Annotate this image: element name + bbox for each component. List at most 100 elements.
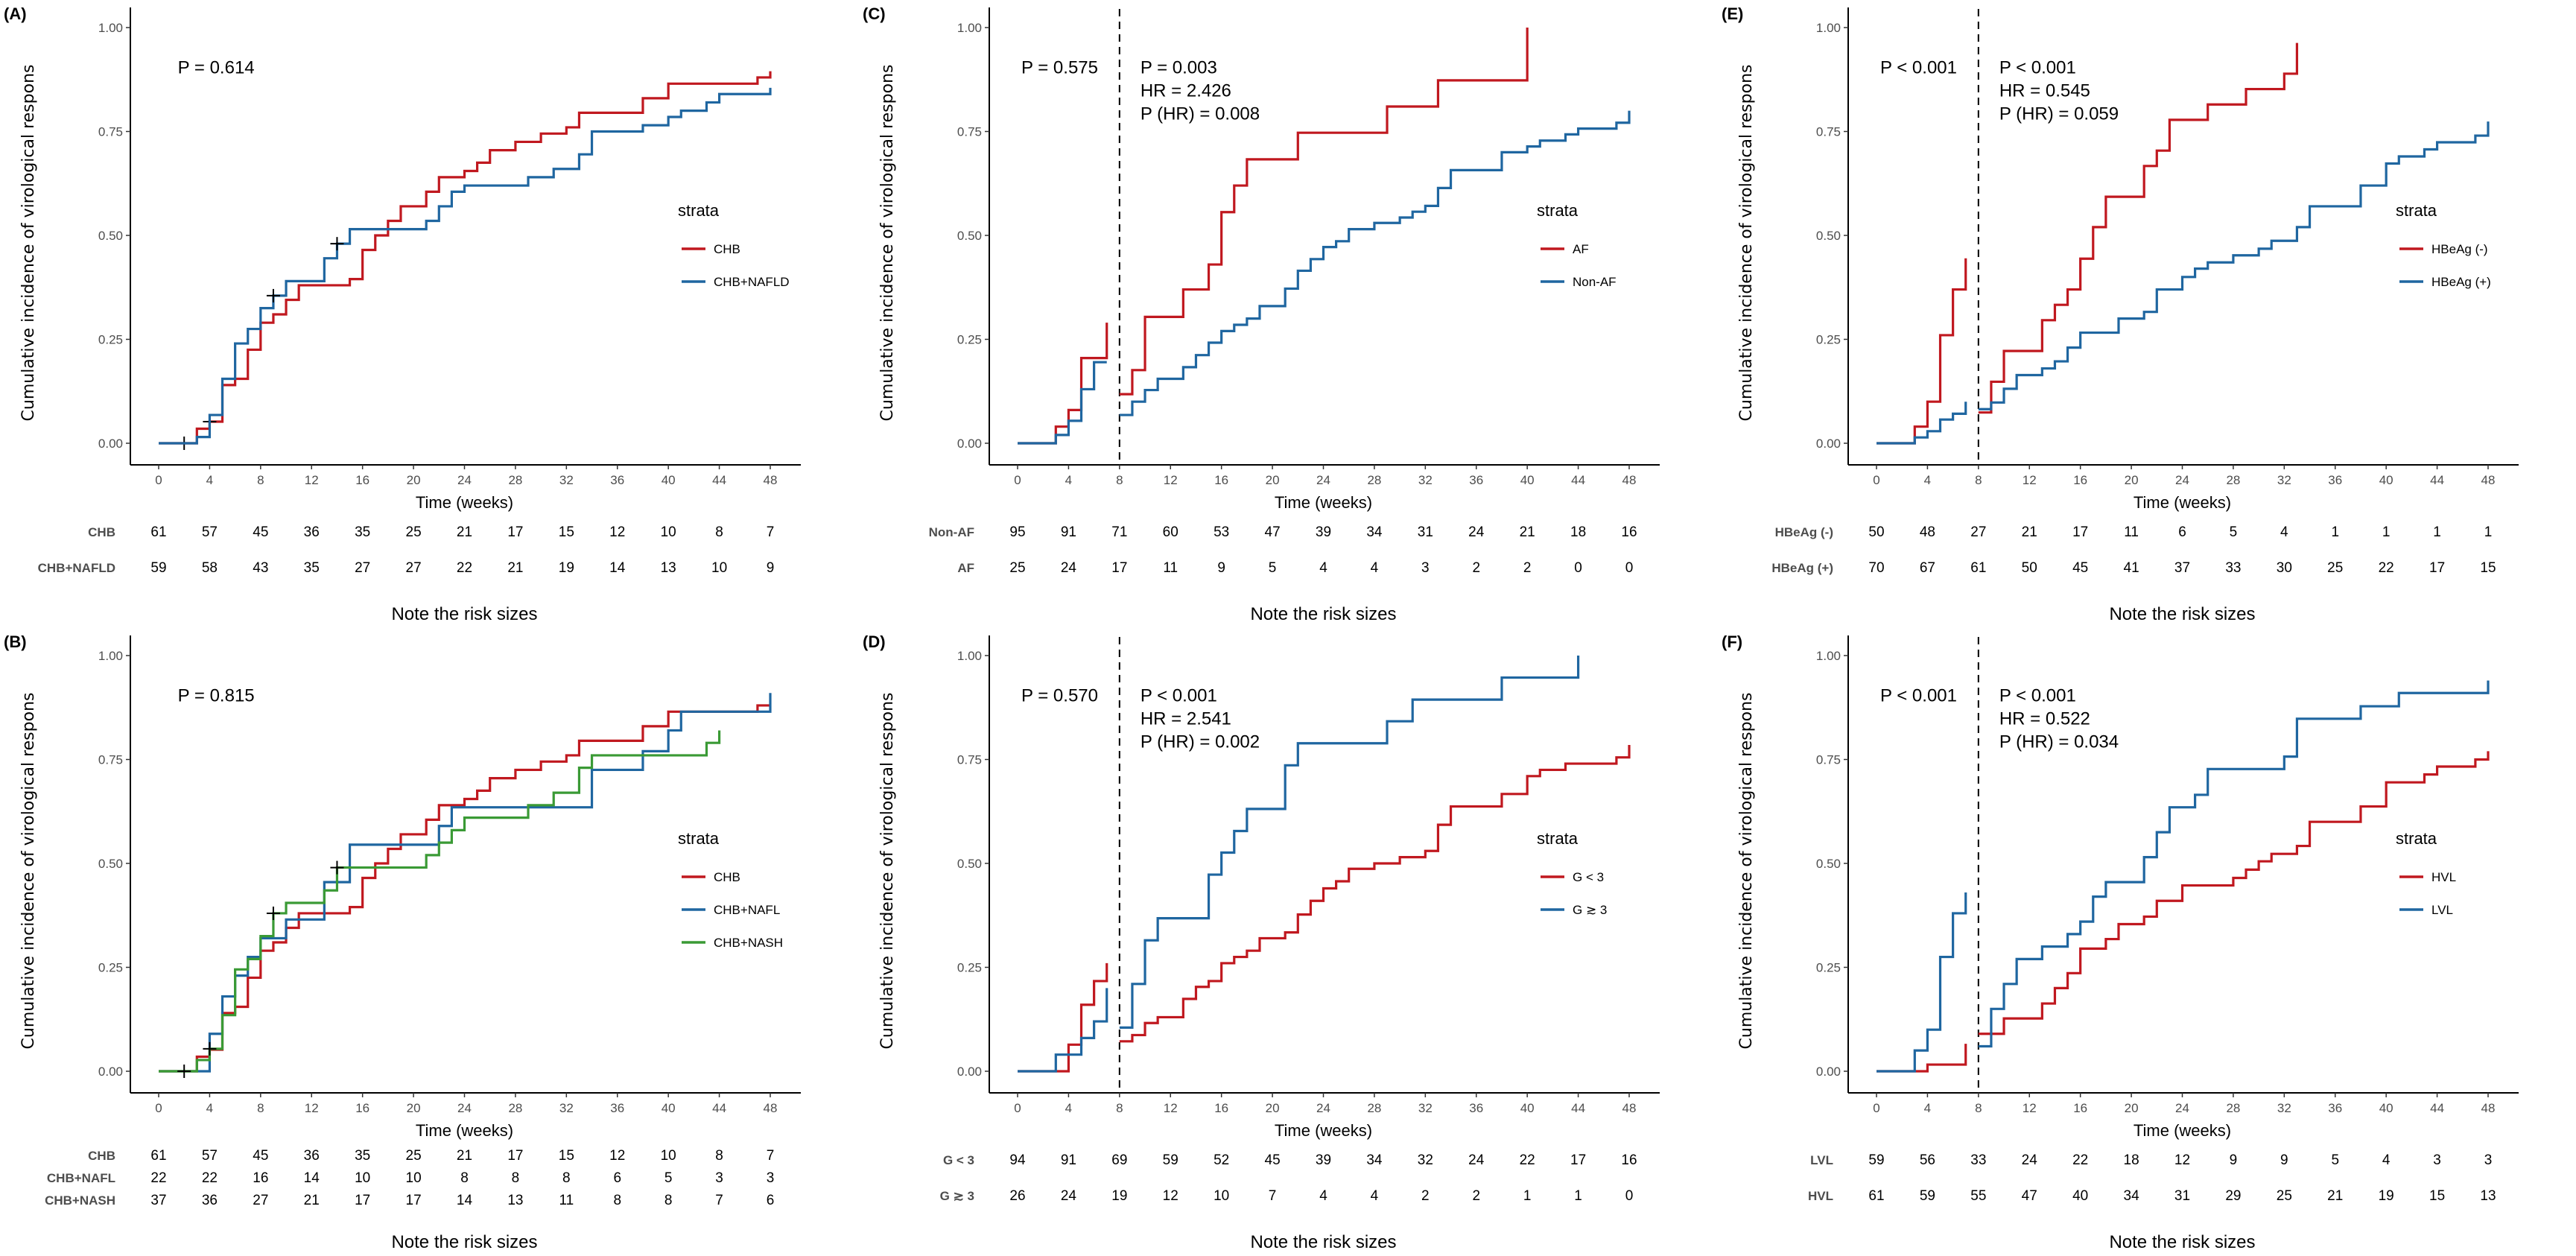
x-tick-label: 36 <box>1469 1101 1483 1115</box>
risk-value: 21 <box>2022 524 2037 540</box>
x-tick-label: 16 <box>2073 1101 2087 1115</box>
risk-value: 12 <box>609 524 625 540</box>
risk-value: 21 <box>2327 1188 2343 1204</box>
risk-value: 18 <box>2124 1152 2139 1168</box>
km-curve-hbeag <box>1978 42 2299 414</box>
x-tick-label: 8 <box>1975 1101 1982 1115</box>
x-tick-label: 0 <box>1014 1101 1021 1115</box>
risk-value: 17 <box>507 524 523 540</box>
panel-label: (D) <box>863 632 886 651</box>
panel-F: (F) Cumulative incidence of virological r… <box>1718 628 2576 1256</box>
y-tick-label: 0.25 <box>957 333 982 347</box>
stat-annotation: P = 0.614 <box>178 57 255 77</box>
risk-value: 7 <box>767 1148 775 1164</box>
risk-row-label: CHB+NASH <box>45 1193 115 1208</box>
x-tick-label: 24 <box>457 1101 472 1115</box>
risk-value: 57 <box>202 524 218 540</box>
risk-row-label: CHB <box>88 525 115 539</box>
y-tick-label: 1.00 <box>957 21 982 35</box>
risk-table-title: Note the risk sizes <box>1250 604 1396 624</box>
risk-value: 17 <box>406 1193 422 1208</box>
risk-value: 8 <box>562 1170 571 1186</box>
panel-A: (A) Cumulative incidence of virological r… <box>0 0 859 628</box>
risk-value: 53 <box>1214 524 1229 540</box>
x-tick-label: 20 <box>407 1101 421 1115</box>
risk-value: 15 <box>2429 1188 2445 1204</box>
risk-value: 91 <box>1061 1152 1076 1168</box>
risk-value: 4 <box>1319 560 1327 576</box>
stat-annotation: P < 0.001 <box>1880 57 1957 77</box>
legend-title: strata <box>2396 201 2437 220</box>
y-tick-label: 0.75 <box>957 125 982 139</box>
x-tick-label: 48 <box>1622 1101 1637 1115</box>
risk-value: 45 <box>2072 560 2088 576</box>
risk-value: 8 <box>460 1170 469 1186</box>
risk-value: 36 <box>202 1193 218 1208</box>
risk-value: 39 <box>1316 1152 1331 1168</box>
risk-value: 12 <box>609 1148 625 1164</box>
risk-value: 15 <box>559 524 574 540</box>
x-tick-label: 40 <box>1520 473 1535 487</box>
x-tick-label: 12 <box>305 1101 319 1115</box>
legend-label: CHB+NAFL <box>714 903 780 917</box>
risk-value: 34 <box>1366 1152 1383 1168</box>
x-tick-label: 44 <box>2430 473 2444 487</box>
legend-label: CHB+NASH <box>714 936 783 950</box>
x-tick-label: 16 <box>355 1101 369 1115</box>
x-tick-label: 32 <box>559 1101 574 1115</box>
x-tick-label: 8 <box>257 473 264 487</box>
risk-value: 35 <box>355 524 370 540</box>
censor-mark <box>177 1065 191 1078</box>
risk-value: 8 <box>664 1193 673 1208</box>
risk-value: 3 <box>715 1170 723 1186</box>
x-tick-label: 44 <box>1571 473 1585 487</box>
risk-value: 55 <box>1970 1188 1986 1204</box>
km-curve-chb <box>159 704 770 1073</box>
x-tick-label: 28 <box>2226 473 2240 487</box>
x-tick-label: 4 <box>206 473 213 487</box>
risk-value: 50 <box>2022 560 2037 576</box>
risk-value: 11 <box>2124 524 2139 540</box>
y-tick-label: 0.50 <box>98 229 123 243</box>
km-curve-g-3 <box>1018 962 1108 1073</box>
risk-row-label: AF <box>957 561 974 575</box>
stat-annotation: P < 0.001 <box>1880 685 1957 705</box>
censor-mark <box>330 860 344 875</box>
x-tick-label: 0 <box>155 1101 162 1115</box>
risk-value: 7 <box>1269 1188 1277 1204</box>
risk-value: 43 <box>253 560 268 576</box>
y-tick-label: 0.50 <box>1816 857 1841 871</box>
km-curve-hvl <box>1978 751 2490 1035</box>
km-curve-non-af <box>1018 361 1107 445</box>
legend-label: AF <box>1573 242 1589 256</box>
risk-value: 48 <box>1920 524 1935 540</box>
km-curve-hbeag <box>1877 402 1967 445</box>
risk-value: 4 <box>2280 524 2288 540</box>
risk-value: 19 <box>559 560 574 576</box>
risk-value: 61 <box>1868 1188 1884 1204</box>
stat-annotation: P = 0.575 <box>1021 57 1098 77</box>
x-axis-title: Time (weeks) <box>1275 1121 1372 1140</box>
censor-mark <box>203 1041 217 1056</box>
x-tick-label: 4 <box>1065 473 1072 487</box>
risk-value: 36 <box>304 524 320 540</box>
risk-table-title: Note the risk sizes <box>2109 1232 2255 1252</box>
risk-value: 2 <box>1523 560 1532 576</box>
risk-value: 59 <box>1868 1152 1884 1168</box>
risk-value: 12 <box>1163 1188 1178 1204</box>
x-tick-label: 12 <box>305 473 319 487</box>
risk-value: 8 <box>715 524 723 540</box>
stat-annotation: P < 0.001 <box>1999 685 2076 705</box>
x-tick-label: 32 <box>1418 1101 1433 1115</box>
risk-value: 31 <box>2174 1188 2190 1204</box>
km-curve-non-af <box>1119 110 1631 416</box>
x-tick-label: 24 <box>1316 473 1330 487</box>
legend-title: strata <box>678 829 720 848</box>
risk-value: 0 <box>1574 560 1582 576</box>
km-chart-D: (D) Cumulative incidence of virological r… <box>863 632 1660 1252</box>
risk-value: 9 <box>2230 1152 2238 1168</box>
legend-label: HBeAg (-) <box>2431 242 2488 256</box>
risk-value: 17 <box>1570 1152 1586 1168</box>
risk-value: 22 <box>2072 1152 2088 1168</box>
legend-label: G < 3 <box>1573 870 1604 884</box>
